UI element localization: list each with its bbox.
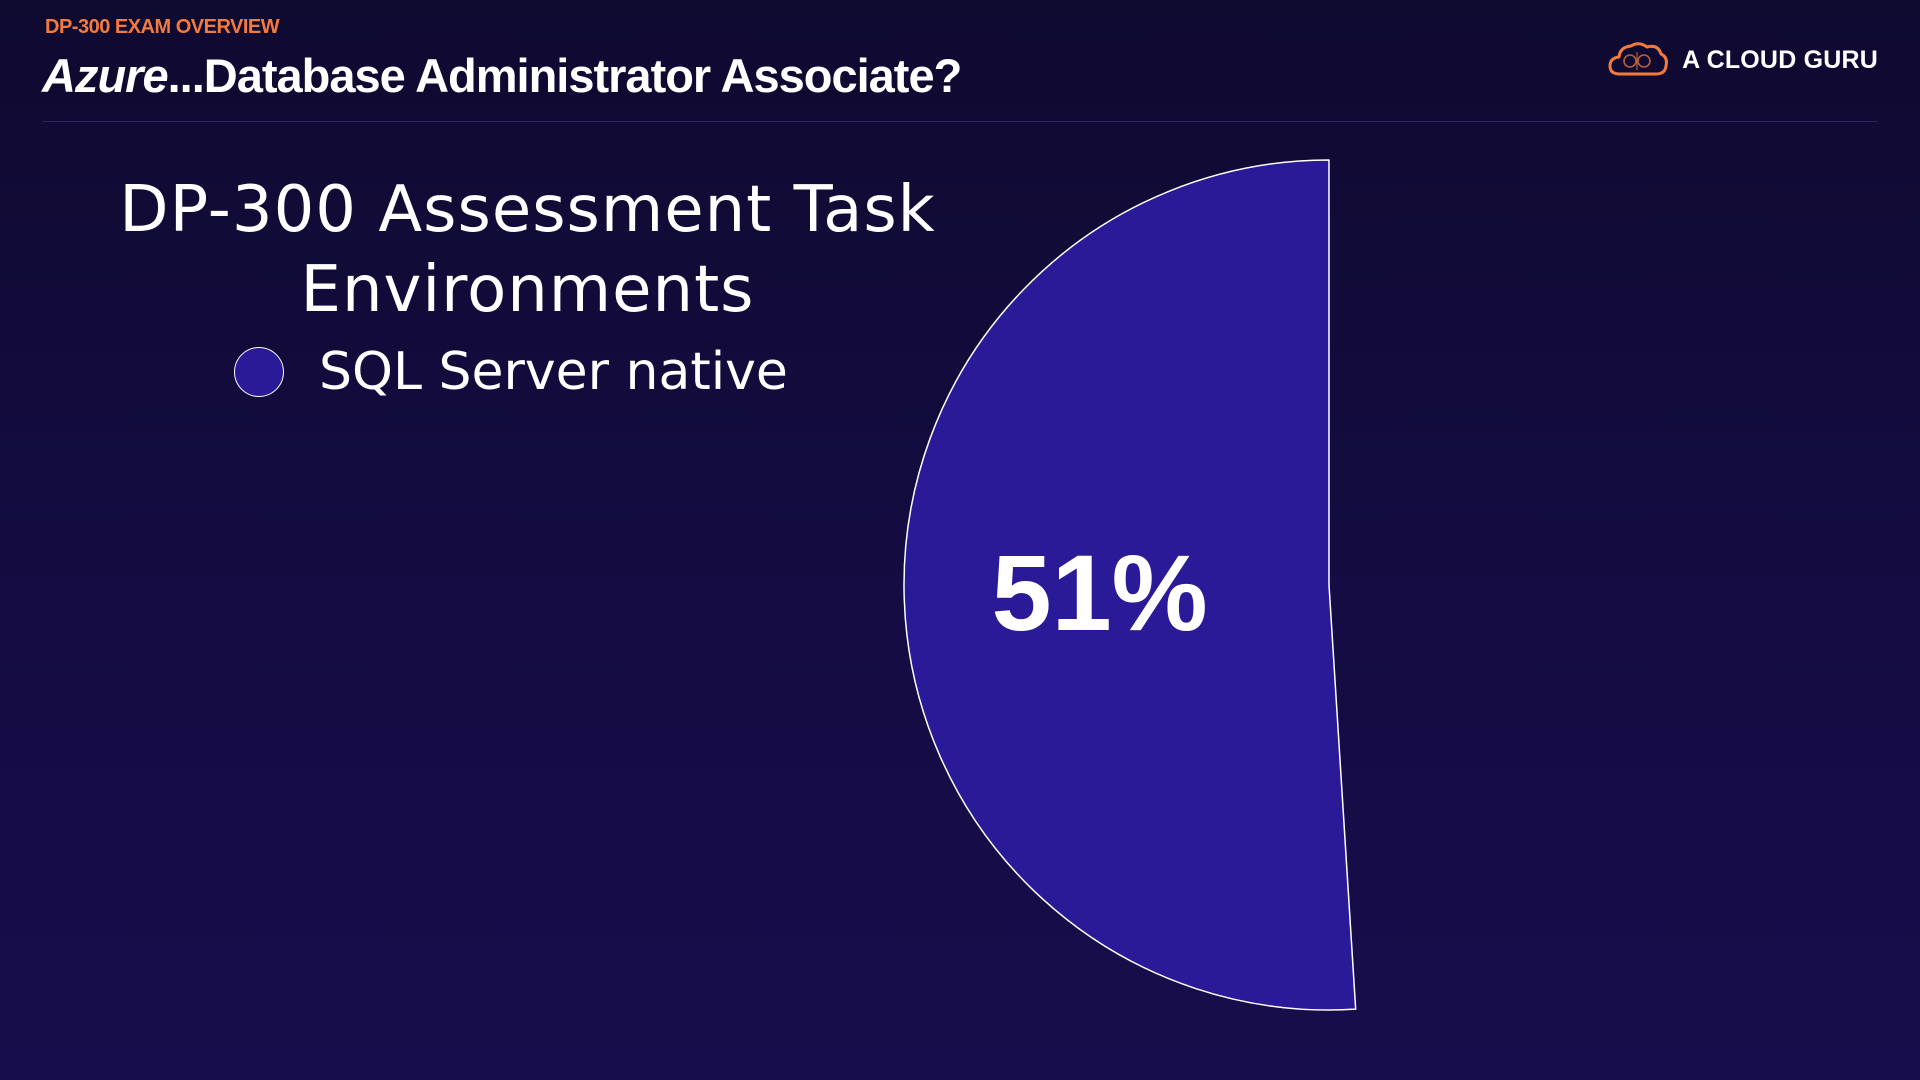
title-italic: Azure: [42, 49, 169, 102]
legend-label: SQL Server native: [319, 342, 788, 402]
eyebrow: DP-300 EXAM OVERVIEW: [45, 16, 280, 38]
pie-slice-0: [903, 159, 1357, 1011]
brand-logo: A CLOUD GURU: [1606, 40, 1878, 80]
slice-label-0: 51%: [992, 532, 1208, 653]
page-title: Azure...Database Administrator Associate…: [42, 48, 963, 103]
cloud-icon: [1608, 42, 1669, 76]
legend-swatch: [234, 347, 284, 397]
header-divider: [42, 121, 1878, 122]
brand-name: A CLOUD GURU: [1682, 45, 1878, 74]
chart-title: DP-300 Assessment Task Environments: [119, 173, 936, 327]
chart-legend: SQL Server native: [234, 342, 788, 402]
title-rest: ...Database Administrator Associate?: [167, 49, 963, 102]
